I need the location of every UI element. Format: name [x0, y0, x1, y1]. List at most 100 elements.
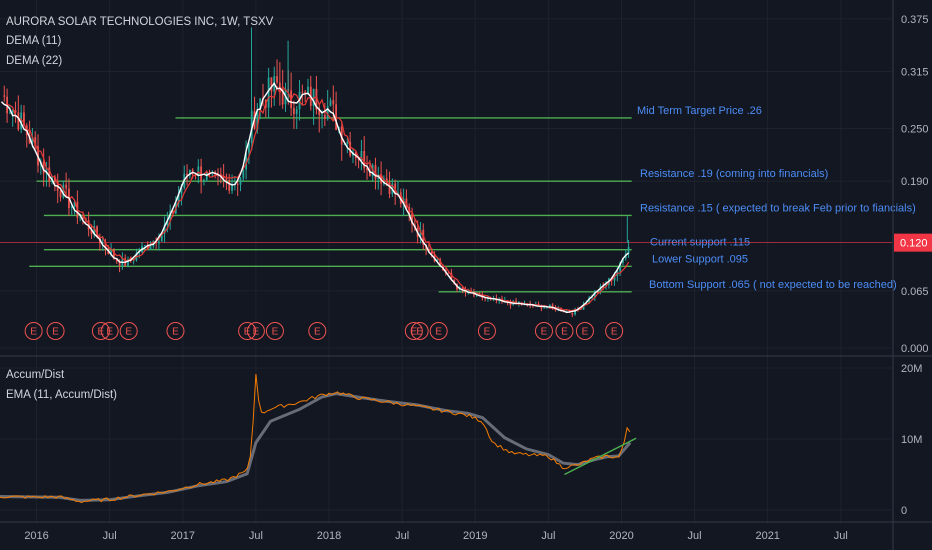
candle-body: [222, 176, 225, 179]
candle-body: [428, 248, 430, 252]
candle-body: [160, 233, 163, 242]
candle-body: [467, 290, 470, 293]
dema-lines: [1, 81, 630, 314]
candle-body: [419, 229, 422, 237]
candle-body: [326, 106, 329, 119]
legend-accum-ema[interactable]: EMA (11, Accum/Dist): [6, 389, 117, 401]
candle-body: [177, 193, 180, 204]
time-tick-label: 2020: [609, 530, 633, 542]
earnings-marker-label: E: [172, 327, 179, 338]
candle-body: [172, 210, 174, 214]
earnings-marker: [605, 322, 624, 340]
accum-trend-line: [564, 437, 637, 476]
candle-body: [278, 82, 281, 90]
earnings-marker: [46, 322, 65, 340]
earnings-marker-label: E: [541, 327, 548, 338]
candle-body: [62, 184, 65, 198]
candle-body: [228, 180, 231, 191]
earnings-marker: [265, 322, 284, 340]
earnings-marker: [238, 322, 257, 340]
candle-body: [411, 213, 413, 225]
earnings-marker: [404, 322, 423, 340]
earnings-marker: [410, 322, 429, 340]
candle-body: [236, 184, 239, 185]
level-annotation: Mid Term Target Price .26: [637, 105, 762, 117]
candle-body: [203, 179, 205, 181]
candle-body: [113, 250, 115, 259]
candle-body: [208, 171, 211, 173]
accum-dist-pane: [0, 373, 637, 504]
candle-body: [366, 168, 368, 171]
time-tick-label: 2019: [463, 530, 487, 542]
candle-body: [267, 77, 270, 108]
chart-title: AURORA SOLAR TECHNOLOGIES INC, 1W, TSXV: [6, 16, 274, 28]
earnings-marker-label: E: [611, 327, 618, 338]
time-tick-label: Jul: [103, 530, 117, 542]
level-annotation: Resistance .19 (coming into financials): [640, 168, 828, 180]
earnings-marker: [308, 322, 327, 340]
candle-body: [104, 242, 107, 249]
candle-body: [146, 245, 149, 250]
candle-body: [34, 137, 37, 147]
candle-body: [548, 304, 551, 307]
last-price-label: 0.120: [900, 238, 928, 250]
candle-body: [349, 142, 352, 156]
time-tick-label: Jul: [395, 530, 409, 542]
earnings-marker-label: E: [484, 327, 491, 338]
candle-body: [87, 220, 90, 230]
candle-body: [613, 276, 616, 281]
time-tick-label: 2017: [171, 530, 195, 542]
candle-body: [312, 88, 315, 106]
candle-body: [622, 258, 624, 263]
earnings-marker: [555, 322, 574, 340]
price-tick-label: 0.065: [901, 286, 929, 298]
time-tick-label: 2021: [755, 530, 779, 542]
earnings-marker: [119, 322, 138, 340]
candle-body: [115, 258, 118, 262]
candle-body: [163, 224, 166, 234]
candle-body: [368, 170, 371, 177]
candle-body: [8, 112, 11, 114]
candle-body: [149, 246, 152, 250]
candle-body: [323, 114, 326, 119]
candle-body: [138, 252, 141, 254]
candle-body: [143, 245, 146, 246]
time-tick-label: Jul: [834, 530, 848, 542]
legend-accum-dist[interactable]: Accum/Dist: [6, 369, 65, 381]
earnings-marker: [100, 322, 119, 340]
candle-body: [186, 173, 188, 176]
candle-body: [478, 292, 481, 295]
candle-body: [591, 297, 593, 299]
candle-body: [3, 95, 6, 97]
candle-body: [397, 192, 399, 194]
price-tick-label: 0.375: [901, 14, 929, 26]
candle-body: [53, 176, 56, 182]
earnings-marker-label: E: [410, 327, 417, 338]
candle-body: [627, 246, 630, 254]
candle-body: [217, 172, 219, 174]
earnings-marker: [246, 322, 265, 340]
candle-body: [197, 166, 200, 176]
legend-dema-11[interactable]: DEMA (11): [6, 35, 62, 47]
candle-body: [90, 229, 93, 235]
earnings-marker: [166, 322, 185, 340]
candle-body: [532, 305, 534, 307]
candle-body: [118, 261, 121, 266]
candle-body: [281, 89, 284, 105]
candle-body: [571, 313, 574, 315]
candle-body: [166, 220, 169, 225]
candle-body: [619, 262, 622, 272]
candle-body: [256, 110, 259, 129]
candle-body: [329, 100, 332, 107]
legend-dema-22[interactable]: DEMA (22): [6, 55, 62, 67]
candle-body: [158, 241, 160, 244]
candle-body: [79, 217, 82, 219]
accum-tick-label: 10M: [901, 434, 922, 446]
time-tick-label: Jul: [541, 530, 555, 542]
candle-body: [23, 112, 25, 126]
candle-body: [73, 201, 76, 207]
earnings-marker-label: E: [253, 327, 260, 338]
earnings-marker: [24, 322, 43, 340]
